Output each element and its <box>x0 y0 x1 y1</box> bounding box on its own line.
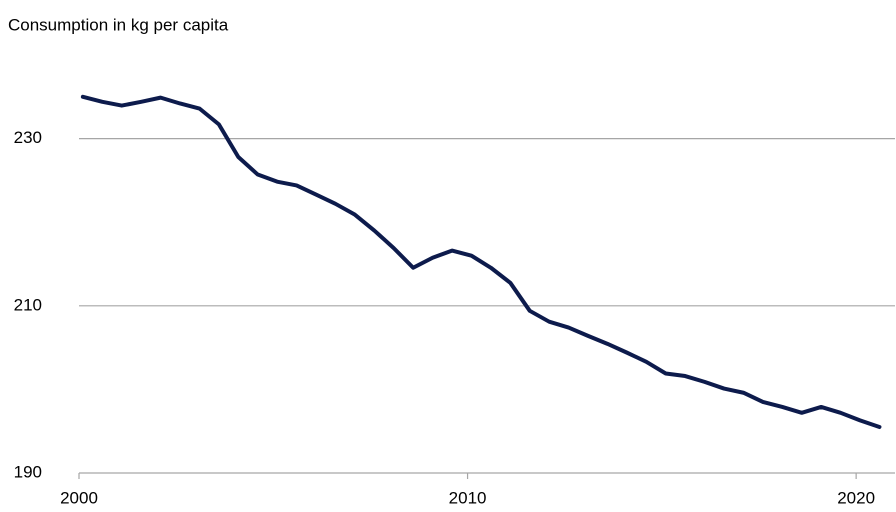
x-tick-label: 2020 <box>837 488 875 507</box>
data-line <box>80 94 882 430</box>
x-tick-label: 2000 <box>60 488 98 507</box>
y-tick-label: 190 <box>14 462 42 481</box>
y-tick-label: 230 <box>14 128 42 147</box>
x-tick-label: 2010 <box>449 488 487 507</box>
y-tick-label: 210 <box>14 295 42 314</box>
chart-title: Consumption in kg per capita <box>8 15 229 34</box>
